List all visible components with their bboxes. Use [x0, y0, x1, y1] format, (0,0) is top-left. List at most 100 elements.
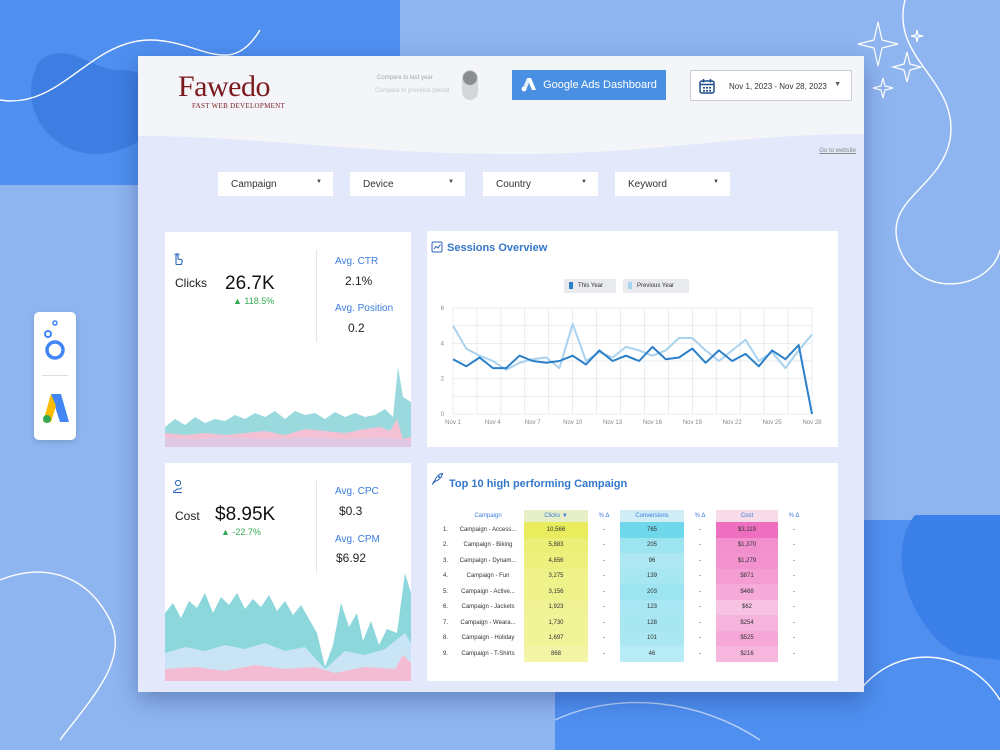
cost-cell: $871 [716, 568, 778, 584]
clicks-pct-cell: - [603, 650, 605, 657]
date-range-picker[interactable]: Nov 1, 2023 - Nov 28, 2023 ▼ [690, 70, 852, 101]
divider [316, 481, 317, 573]
campaign-header[interactable]: Campaign [474, 513, 502, 519]
app-icons-card [34, 312, 76, 440]
cost-cell: $1,370 [716, 537, 778, 553]
campaign-filter[interactable]: Campaign ▼ [218, 172, 333, 196]
chevron-down-icon: ▼ [834, 81, 841, 88]
clicks-pct-header[interactable]: % Δ [598, 513, 610, 519]
up-arrow-icon: ▲ [221, 527, 233, 537]
chart-icon [431, 241, 443, 253]
campaign-name-cell: Campaign - T-Shirts [461, 650, 515, 657]
row-number: 4. [442, 573, 448, 580]
conversions-header[interactable]: Conversions [620, 510, 684, 522]
cost-cell: $1,279 [716, 553, 778, 569]
row-number: 9. [442, 650, 448, 657]
chevron-down-icon: ▼ [316, 179, 322, 185]
row-number-header [440, 510, 452, 522]
table-row[interactable]: 2. Campaign - Biking 5,883 - 205 - $1,370 - [440, 537, 810, 553]
row-number: 3. [442, 557, 448, 564]
y-tick-label: 4 [441, 341, 445, 347]
avg-cpm-value: $6.92 [336, 551, 367, 565]
table-row[interactable]: 7. Campaign - Weara... 1,730 - 128 - $254 - [440, 615, 810, 631]
keyword-filter[interactable]: Keyword ▼ [615, 172, 730, 196]
conversions-cell: 139 [620, 568, 684, 584]
date-range-text: Nov 1, 2023 - Nov 28, 2023 [729, 82, 827, 91]
calendar-icon [699, 79, 715, 94]
avg-ctr-label: Avg. CTR [335, 256, 379, 267]
avg-ctr-value: 2.1% [345, 274, 373, 288]
campaign-name-cell: Campaign - Weara... [460, 619, 516, 626]
row-number: 2. [442, 542, 448, 549]
clicks-pct-cell: - [603, 635, 605, 642]
table-row[interactable]: 4. Campaign - Fun 3,275 - 139 - $871 - [440, 568, 810, 584]
conversions-pct-cell: - [699, 650, 701, 657]
cost-kpi-card: Cost $8.95K ▲ -22.7% Avg. CPC $0.3 Avg. … [165, 463, 411, 681]
conversions-pct-cell: - [699, 542, 701, 549]
compare-previous-period-label: Compare to previous period [375, 88, 450, 94]
cost-pct-header[interactable]: % Δ [788, 513, 800, 519]
cost-header[interactable]: Cost [716, 510, 778, 522]
legend-this-year: This Year [564, 279, 616, 293]
cost-cell: $216 [716, 646, 778, 662]
clicks-cell: 1,923 [524, 599, 588, 615]
series-line [452, 322, 813, 371]
clicks-pct-cell: - [603, 526, 605, 533]
table-row[interactable]: 9. Campaign - T-Shirts 868 - 46 - $216 - [440, 646, 810, 662]
brand-logo: Fawedo FAST WEB DEVELOPMENT [178, 70, 288, 114]
cost-pct-cell: - [793, 650, 795, 657]
cost-pct-cell: - [793, 542, 795, 549]
table-row[interactable]: 5. Campaign - Active... 3,156 - 203 - $468 - [440, 584, 810, 600]
clicks-pct-cell: - [603, 542, 605, 549]
x-tick-label: Nov 19 [683, 420, 703, 426]
table-row[interactable]: 1. Campaign - Access... 10,566 - 765 - $3,119 - [440, 522, 810, 538]
campaign-filter-label: Campaign [231, 179, 277, 190]
compare-last-year-label: Compare to last year [377, 75, 433, 81]
clicks-cell: 868 [524, 646, 588, 662]
series-line [452, 344, 813, 415]
legend-this-year-label: This Year [578, 283, 604, 289]
hand-money-icon [173, 479, 183, 493]
clicks-header[interactable]: Clicks ▼ [524, 510, 588, 522]
conversions-cell: 205 [620, 537, 684, 553]
campaign-name-cell: Campaign - Access... [459, 526, 517, 533]
table-row[interactable]: 3. Campaign - Dynam... 4,856 - 96 - $1,279 - [440, 553, 810, 569]
campaign-name-cell: Campaign - Jackets [461, 604, 515, 611]
y-tick-label: 0 [441, 412, 445, 418]
conversions-pct-cell: - [699, 588, 701, 595]
chevron-down-icon: ▼ [581, 179, 587, 185]
legend-swatch [569, 282, 573, 289]
legend-previous-year-label: Previous Year [637, 283, 675, 289]
conversions-pct-cell: - [699, 635, 701, 642]
conversions-cell: 46 [620, 646, 684, 662]
cost-cell: $62 [716, 599, 778, 615]
conversions-pct-cell: - [699, 557, 701, 564]
conversions-pct-header[interactable]: % Δ [694, 513, 706, 519]
row-number: 6. [442, 604, 448, 611]
google-ads-dashboard-button[interactable]: Google Ads Dashboard [512, 70, 666, 100]
looker-studio-icon [44, 320, 65, 360]
table-row[interactable]: 8. Campaign - Holiday 1,697 - 101 - $525 - [440, 630, 810, 646]
conversions-cell: 123 [620, 599, 684, 615]
dashboard-panel: Fawedo FAST WEB DEVELOPMENT Compare to l… [138, 56, 864, 692]
chevron-down-icon: ▼ [448, 179, 454, 185]
conversions-pct-cell: - [699, 573, 701, 580]
cost-pct-cell: - [793, 635, 795, 642]
conversions-pct-cell: - [699, 619, 701, 626]
country-filter-label: Country [496, 179, 532, 190]
table-header-row: Campaign Clicks ▼ % Δ Conversions % Δ Co… [440, 510, 810, 522]
x-tick-label: Nov 28 [802, 420, 822, 426]
table-row[interactable]: 6. Campaign - Jackets 1,923 - 123 - $62 - [440, 599, 810, 615]
avg-cpc-value: $0.3 [339, 504, 363, 518]
compare-toggle[interactable] [462, 70, 478, 100]
avg-cpm-label: Avg. CPM [335, 534, 380, 545]
google-ads-icon [521, 78, 537, 92]
go-to-website-link[interactable]: Go to website [819, 148, 856, 154]
header-background [138, 56, 864, 154]
device-filter[interactable]: Device ▼ [350, 172, 465, 196]
legend-swatch [628, 282, 632, 289]
country-filter[interactable]: Country ▼ [483, 172, 598, 196]
up-arrow-icon: ▲ [233, 296, 245, 306]
x-tick-label: Nov 1 [445, 420, 461, 426]
conversions-cell: 128 [620, 615, 684, 631]
